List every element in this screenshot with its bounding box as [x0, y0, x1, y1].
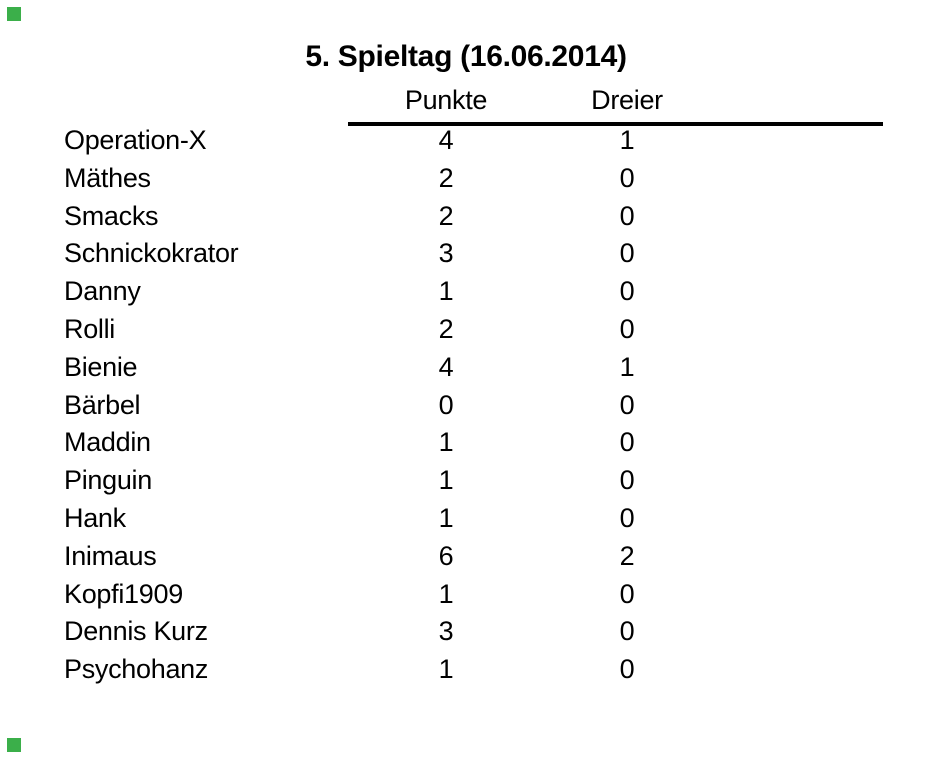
column-header-punkte: Punkte [404, 85, 488, 115]
table-row: Psychohanz 1 0 [0, 651, 948, 689]
punkte-value: 6 [438, 540, 454, 571]
punkte-value: 2 [438, 313, 454, 344]
player-name: Psychohanz [64, 654, 209, 685]
player-name: Mäthes [64, 162, 151, 193]
dreier-value: 0 [619, 238, 635, 269]
punkte-value: 0 [438, 389, 454, 420]
dreier-value: 0 [619, 313, 635, 344]
corner-marker-top-left [7, 7, 21, 21]
player-name: Operation-X [64, 125, 207, 155]
column-header-spacer [64, 85, 348, 115]
page-title: 5. Spieltag (16.06.2014) [305, 40, 627, 73]
player-name: Inimaus [64, 540, 157, 571]
punkte-value: 1 [438, 465, 454, 496]
player-name: Hank [64, 502, 126, 533]
table-row: Pinguin 1 0 [0, 462, 948, 500]
punkte-value: 1 [438, 578, 454, 609]
header-divider-line [348, 122, 883, 126]
player-name: Kopfi1909 [64, 578, 183, 609]
table-row: Danny 1 0 [0, 273, 948, 311]
dreier-value: 0 [619, 162, 635, 193]
table-row: Rolli 2 0 [0, 311, 948, 349]
dreier-value: 0 [619, 389, 635, 420]
table-row: Operation-X 4 1 [0, 122, 948, 160]
column-header-dreier: Dreier [591, 85, 663, 115]
table-row: Dennis Kurz 3 0 [0, 613, 948, 651]
table-header: Punkte Dreier [0, 85, 948, 115]
corner-marker-bottom-left [7, 738, 21, 752]
player-name: Bienie [64, 351, 138, 382]
table-row: Kopfi1909 1 0 [0, 576, 948, 614]
table-row: Smacks 2 0 [0, 198, 948, 236]
table-row: Inimaus 6 2 [0, 538, 948, 576]
player-name: Dennis Kurz [64, 616, 208, 647]
player-name: Maddin [64, 427, 151, 458]
table-row: Schnickokrator 3 0 [0, 235, 948, 273]
punkte-value: 2 [438, 162, 454, 193]
player-name: Bärbel [64, 389, 141, 420]
table-row: Bärbel 0 0 [0, 387, 948, 425]
punkte-value: 1 [438, 427, 454, 458]
dreier-value: 0 [619, 578, 635, 609]
player-name: Schnickokrator [64, 238, 239, 269]
punkte-value: 4 [438, 351, 454, 382]
dreier-value: 0 [619, 276, 635, 307]
table-row: Hank 1 0 [0, 500, 948, 538]
punkte-value: 1 [438, 276, 454, 307]
dreier-value: 0 [619, 502, 635, 533]
results-table: Operation-X 4 1 Mäthes 2 0 Smacks 2 0 Sc… [0, 122, 948, 689]
table-row: Bienie 4 1 [0, 349, 948, 387]
punkte-value: 3 [438, 238, 454, 269]
player-name: Pinguin [64, 465, 152, 496]
dreier-value: 0 [619, 200, 635, 231]
punkte-value: 1 [438, 502, 454, 533]
punkte-value: 2 [438, 200, 454, 231]
dreier-value: 1 [619, 351, 635, 382]
punkte-value: 3 [438, 616, 454, 647]
dreier-value: 0 [619, 465, 635, 496]
dreier-value: 0 [619, 654, 635, 685]
table-row: Mäthes 2 0 [0, 160, 948, 198]
dreier-value: 0 [619, 616, 635, 647]
dreier-value: 2 [619, 540, 635, 571]
player-name: Rolli [64, 313, 116, 344]
player-name: Smacks [64, 200, 159, 231]
table-row: Maddin 1 0 [0, 424, 948, 462]
player-name: Danny [64, 276, 141, 307]
dreier-value: 1 [619, 125, 635, 155]
punkte-value: 4 [438, 125, 454, 155]
dreier-value: 0 [619, 427, 635, 458]
punkte-value: 1 [438, 654, 454, 685]
